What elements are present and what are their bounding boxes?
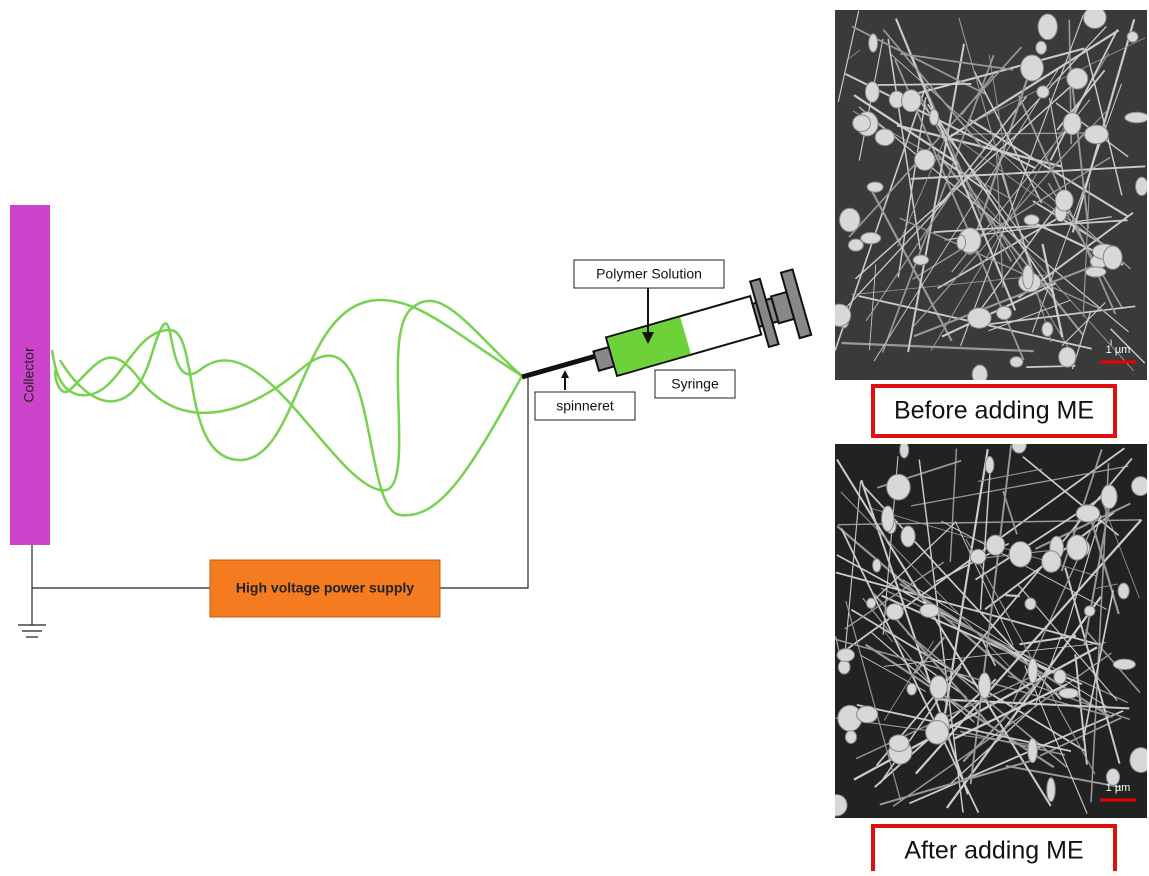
bead bbox=[1084, 606, 1095, 616]
bead bbox=[1113, 659, 1135, 669]
bead bbox=[986, 535, 1004, 555]
bead bbox=[1125, 112, 1149, 123]
bead bbox=[886, 604, 903, 620]
fiber-jet bbox=[52, 300, 522, 515]
collector-label: Collector bbox=[21, 347, 37, 403]
bead bbox=[967, 308, 991, 328]
bead bbox=[869, 34, 878, 52]
bead bbox=[1132, 477, 1149, 496]
bead bbox=[1103, 246, 1122, 269]
bead bbox=[889, 735, 909, 752]
bead bbox=[1130, 748, 1149, 773]
bead bbox=[900, 442, 909, 458]
bead bbox=[867, 182, 883, 192]
power-supply-label: High voltage power supply bbox=[236, 580, 414, 596]
bead bbox=[1009, 542, 1031, 567]
bead bbox=[929, 109, 938, 125]
caption: After adding ME bbox=[904, 837, 1083, 865]
bead bbox=[913, 255, 928, 265]
bead bbox=[907, 683, 916, 695]
bead bbox=[845, 731, 856, 744]
caption: Before adding ME bbox=[894, 397, 1094, 425]
bead bbox=[1067, 535, 1088, 560]
bead bbox=[978, 673, 990, 699]
bead bbox=[1042, 551, 1061, 572]
bead bbox=[997, 306, 1012, 319]
bead bbox=[840, 208, 860, 231]
bead bbox=[1038, 14, 1057, 40]
bead bbox=[1047, 778, 1055, 802]
bead bbox=[1063, 113, 1081, 135]
bead bbox=[828, 304, 851, 326]
bead bbox=[1084, 7, 1107, 29]
bead bbox=[902, 90, 921, 112]
bead bbox=[972, 365, 987, 384]
bead bbox=[920, 604, 939, 618]
bead bbox=[1023, 265, 1034, 289]
bead bbox=[926, 721, 949, 745]
bead bbox=[985, 457, 994, 474]
bead bbox=[875, 129, 894, 146]
scale-bar-label: 1 µm bbox=[1106, 782, 1131, 794]
bead bbox=[1059, 688, 1079, 698]
bead bbox=[915, 150, 935, 171]
bead bbox=[873, 559, 881, 572]
bead bbox=[837, 649, 855, 662]
bead bbox=[838, 660, 850, 674]
bead bbox=[1036, 41, 1047, 54]
bead bbox=[1024, 215, 1039, 225]
bead bbox=[957, 235, 966, 250]
bead bbox=[1118, 583, 1129, 599]
bead bbox=[1028, 738, 1038, 762]
bead bbox=[865, 82, 879, 102]
spinneret-label: spinneret bbox=[556, 398, 614, 414]
bead bbox=[1021, 55, 1044, 81]
bead bbox=[970, 549, 986, 564]
bead bbox=[857, 706, 878, 723]
bead bbox=[1042, 322, 1053, 336]
bead bbox=[882, 506, 894, 531]
bead bbox=[1010, 357, 1023, 367]
polymer-label: Polymer Solution bbox=[596, 266, 702, 282]
bead bbox=[826, 795, 847, 816]
bead bbox=[1037, 86, 1049, 98]
syringe-label: Syringe bbox=[671, 376, 719, 392]
bead bbox=[861, 232, 881, 243]
bead bbox=[887, 474, 911, 500]
bead bbox=[867, 598, 876, 608]
spinneret-arrowhead bbox=[561, 370, 569, 378]
bead bbox=[1084, 125, 1108, 144]
bead bbox=[1085, 267, 1106, 277]
bead bbox=[1055, 190, 1073, 211]
bead bbox=[848, 239, 863, 251]
bead bbox=[853, 115, 871, 132]
bead bbox=[1101, 485, 1117, 509]
electrospinning-diagram: Collector High voltage power supply Poly… bbox=[0, 0, 1149, 871]
bead bbox=[1067, 68, 1088, 89]
scale-bar-label: 1 µm bbox=[1106, 344, 1131, 356]
bead bbox=[1076, 505, 1099, 522]
bead bbox=[930, 676, 948, 699]
bead bbox=[1012, 436, 1026, 453]
bead bbox=[901, 526, 915, 547]
bead bbox=[1127, 32, 1138, 43]
bead bbox=[1059, 347, 1076, 367]
bead bbox=[1025, 598, 1036, 610]
bead bbox=[1028, 658, 1037, 683]
spinneret-needle bbox=[522, 356, 596, 377]
bead bbox=[1054, 670, 1066, 684]
bead bbox=[1136, 177, 1148, 195]
